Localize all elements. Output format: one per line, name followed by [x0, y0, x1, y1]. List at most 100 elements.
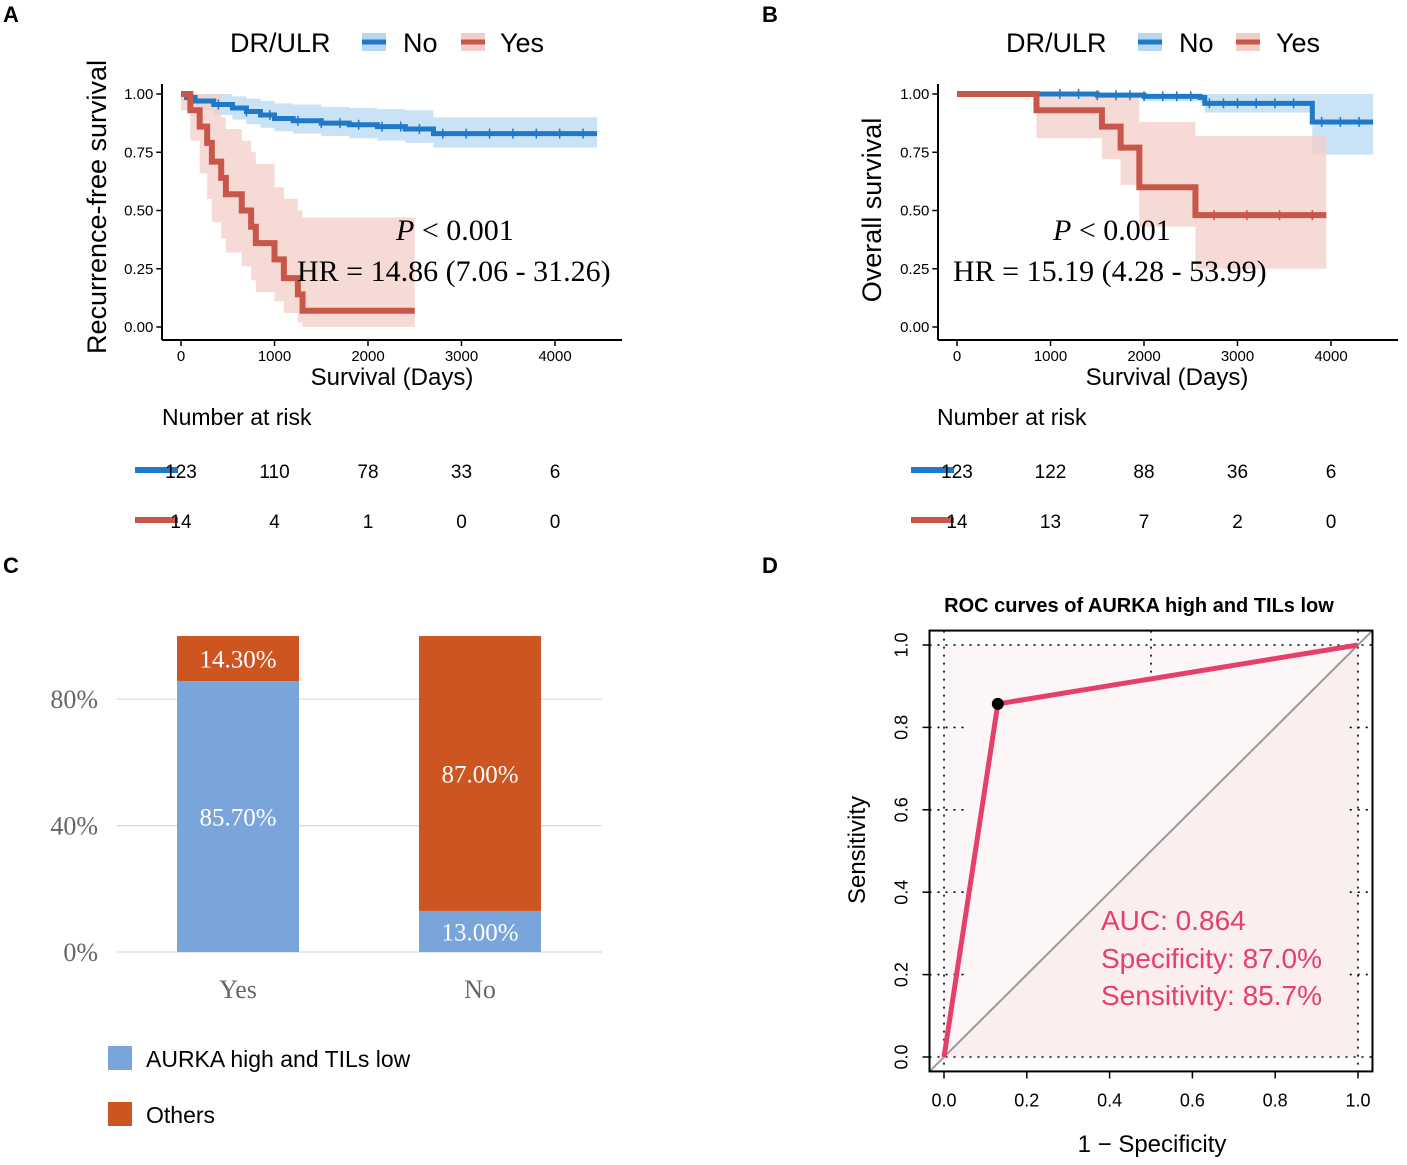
bar-segment-no-aurka [419, 910, 541, 952]
x-tick-label: 0.4 [1097, 1090, 1122, 1110]
y-tick-label: 1.00 [900, 86, 929, 103]
risk-value-yes: 0 [550, 512, 561, 533]
x-category-label: Yes [219, 975, 257, 1004]
x-tick-label: 0 [177, 348, 185, 365]
x-ticks: 0 1000 2000 3000 4000 [177, 340, 572, 365]
risk-table: 123 110 78 33 6 14 4 1 0 0 [135, 462, 560, 533]
x-tick-label: 1000 [1034, 348, 1067, 365]
best-threshold-point [991, 697, 1004, 710]
legend-swatch-others [108, 1102, 132, 1126]
y-tick-label: 1.0 [892, 632, 912, 657]
bar-segment-no-others [419, 636, 541, 911]
risk-value-no: 88 [1133, 462, 1154, 483]
hr-annotation: HR = 15.19 (4.28 - 53.99) [953, 255, 1267, 288]
risk-value-yes: 2 [1232, 512, 1243, 533]
hr-annotation: HR = 14.86 (7.06 - 31.26) [297, 255, 611, 288]
panel-a: A DR/ULR No Yes 0.000.250.500.751.00 0 10… [3, 2, 622, 533]
legend-label-aurka: AURKA high and TILs low [146, 1046, 411, 1072]
x-tick-label: 1.0 [1345, 1090, 1370, 1110]
x-ticks: 0 1000 2000 3000 4000 [953, 340, 1348, 365]
risk-value-no: 36 [1227, 462, 1248, 483]
risk-value-no: 6 [550, 462, 561, 483]
diagonal-line [928, 629, 1374, 1073]
ci-band-no [957, 94, 1374, 155]
bar-data-label: 87.00% [441, 761, 518, 788]
y-tick-label: 0.25 [124, 261, 153, 278]
legend-label-yes: Yes [1276, 28, 1320, 58]
survival-curve-yes [181, 91, 415, 314]
bar-segment-yes-others [177, 636, 299, 682]
risk-table-title: Number at risk [937, 404, 1087, 430]
x-tick-label: 3000 [445, 348, 478, 365]
p-value-annotation: P < 0.001 [395, 214, 514, 247]
risk-value-yes: 14 [946, 512, 968, 533]
y-tick-label: 0.25 [900, 261, 929, 278]
panel-letter-a: A [3, 2, 19, 27]
x-tick-label: 4000 [1314, 348, 1347, 365]
legend-label-no: No [403, 28, 438, 58]
p-italic: P [1052, 214, 1071, 247]
x-tick-label: 3000 [1221, 348, 1254, 365]
survival-curve-yes [957, 91, 1327, 219]
x-tick-label: 0 [953, 348, 961, 365]
y-tick-label: 0.8 [892, 715, 912, 740]
risk-table: 123 122 88 36 6 14 13 7 2 0 [911, 462, 1336, 533]
x-category-label: No [464, 975, 496, 1004]
specificity-text: Specificity: 87.0% [1101, 943, 1322, 974]
risk-value-no: 6 [1326, 462, 1337, 483]
bar-data-label: 13.00% [441, 919, 518, 946]
y-tick-label: 0.75 [124, 144, 153, 161]
roc-chart: 0.0 0.2 0.4 0.6 0.8 1.0 0.0 0.2 0.4 0.6 0.8 1.0 [892, 629, 1374, 1110]
y-tick-label: 40% [50, 812, 98, 841]
x-axis-label: Survival (Days) [1086, 364, 1249, 391]
roc-title: ROC curves of AURKA high and TILs low [944, 595, 1334, 617]
x-tick-label: 0.6 [1180, 1090, 1205, 1110]
y-ticks: 0.00 0.25 0.50 0.75 1.00 [900, 86, 938, 336]
ci-band-yes [181, 94, 415, 327]
x-axis-label: 1 − Specificity [1078, 1131, 1227, 1158]
risk-value-no: 122 [1035, 462, 1067, 483]
plot-area [957, 89, 1374, 269]
legend-title: DR/ULR [230, 28, 331, 58]
plot-frame [928, 629, 1374, 1073]
risk-table-title: Number at risk [162, 404, 312, 430]
legend-swatch-aurka [108, 1046, 132, 1070]
y-tick-label: 0.75 [900, 144, 929, 161]
y-ticks: 0.00 0.25 0.50 0.75 1.00 [124, 86, 162, 336]
y-axis-label: Sensitivity [844, 796, 871, 904]
y-tick-label: 0.50 [124, 203, 153, 220]
x-tick-label: 0.8 [1263, 1090, 1288, 1110]
bar-data-label: 14.30% [199, 647, 276, 674]
risk-value-no: 110 [259, 462, 289, 483]
y-tick-label: 0% [63, 938, 98, 967]
panel-d: D ROC curves of AURKA high and TILs low … [762, 553, 1374, 1158]
risk-value-yes: 13 [1040, 512, 1061, 533]
plot-area [181, 91, 598, 327]
y-tick-label: 0.2 [892, 962, 912, 987]
x-tick-label: 2000 [351, 348, 384, 365]
survival-curve-no [181, 91, 598, 137]
risk-value-yes: 1 [363, 512, 374, 533]
p-value-annotation: P < 0.001 [1052, 214, 1171, 247]
x-tick-label: 4000 [538, 348, 571, 365]
y-axis-label: Overall survival [857, 118, 887, 303]
y-tick-label: 80% [50, 685, 98, 714]
y-tick-label: 0.00 [124, 319, 153, 336]
x-tick-label: 2000 [1127, 348, 1160, 365]
bar-data-label: 85.70% [199, 805, 276, 832]
y-tick-label: 0.0 [892, 1044, 912, 1069]
risk-value-no: 123 [941, 462, 973, 483]
x-tick-label: 1000 [258, 348, 291, 365]
x-axis-label: Survival (Days) [311, 364, 474, 391]
risk-value-no: 78 [357, 462, 378, 483]
auc-text: AUC: 0.864 [1101, 905, 1246, 936]
risk-value-yes: 0 [456, 512, 467, 533]
y-tick-label: 0.6 [892, 797, 912, 822]
legend-label-yes: Yes [500, 28, 544, 58]
y-tick-label: 1.00 [124, 86, 153, 103]
p-value-text: < 0.001 [1071, 214, 1170, 247]
y-tick-label: 0.4 [892, 880, 912, 905]
legend-label-others: Others [146, 1102, 215, 1128]
panel-b: B DR/ULR No Yes 0.00 0.25 0.50 0.75 1.00 0 10… [762, 2, 1398, 533]
